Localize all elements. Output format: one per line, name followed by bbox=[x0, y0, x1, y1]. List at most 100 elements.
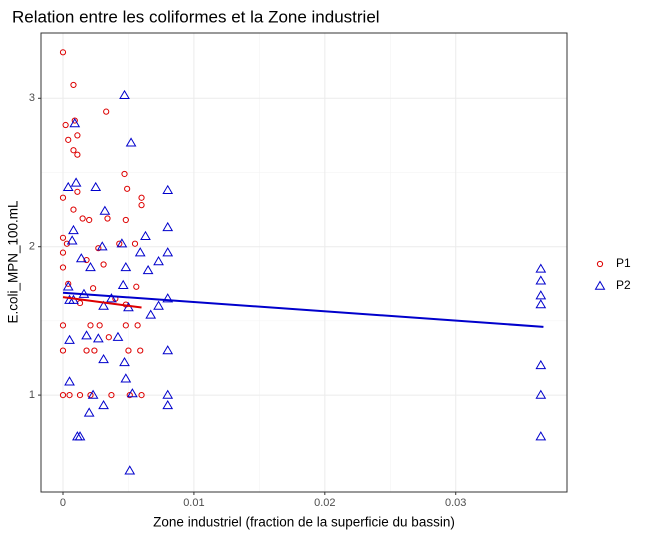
point bbox=[125, 137, 137, 147]
point bbox=[98, 399, 109, 410]
y-tick-label: 3 bbox=[29, 92, 35, 104]
point bbox=[108, 391, 115, 399]
point bbox=[90, 285, 97, 292]
point bbox=[103, 108, 110, 115]
point bbox=[96, 322, 103, 329]
point bbox=[104, 215, 111, 222]
point bbox=[59, 347, 67, 354]
point bbox=[59, 322, 67, 329]
point bbox=[68, 224, 79, 235]
point bbox=[116, 238, 128, 248]
point bbox=[99, 205, 111, 215]
point bbox=[133, 283, 140, 290]
point bbox=[98, 300, 109, 310]
point bbox=[116, 240, 123, 247]
point bbox=[91, 347, 98, 354]
point bbox=[535, 263, 547, 273]
point bbox=[120, 373, 132, 383]
point bbox=[145, 309, 157, 319]
point bbox=[127, 388, 138, 398]
point bbox=[62, 121, 69, 129]
point bbox=[119, 356, 130, 367]
point bbox=[59, 249, 67, 256]
point bbox=[87, 391, 94, 399]
point bbox=[153, 300, 164, 310]
point bbox=[162, 389, 174, 399]
point bbox=[59, 49, 67, 56]
x-tick-label: 0.01 bbox=[183, 497, 204, 509]
x-axis-title: Zone industriel (fraction de la superfic… bbox=[153, 515, 455, 530]
point bbox=[59, 194, 67, 201]
point bbox=[138, 391, 145, 399]
point bbox=[137, 347, 144, 354]
point bbox=[105, 334, 112, 341]
point bbox=[71, 117, 78, 124]
point bbox=[535, 290, 547, 300]
point bbox=[70, 177, 82, 187]
point bbox=[59, 264, 67, 271]
point bbox=[87, 322, 94, 329]
x-tick-label: 0.03 bbox=[445, 497, 466, 509]
point bbox=[140, 230, 151, 241]
legend-label: P1 bbox=[616, 256, 631, 270]
point bbox=[92, 333, 104, 343]
trend-line bbox=[62, 291, 544, 328]
point bbox=[122, 322, 129, 329]
point bbox=[59, 391, 67, 399]
point bbox=[112, 331, 124, 341]
point bbox=[74, 151, 81, 158]
point bbox=[79, 215, 86, 222]
point bbox=[100, 261, 107, 268]
point bbox=[70, 147, 77, 154]
legend-label: P2 bbox=[616, 278, 631, 292]
x-tick-label: 0.02 bbox=[314, 497, 335, 509]
point bbox=[98, 353, 109, 364]
point bbox=[131, 240, 139, 247]
y-axis-title: E.coli_MPN_100.mL bbox=[6, 200, 21, 324]
point bbox=[122, 216, 129, 224]
point bbox=[117, 279, 129, 289]
point bbox=[126, 391, 133, 399]
point bbox=[96, 241, 108, 251]
legend-key bbox=[594, 280, 606, 290]
point bbox=[535, 431, 547, 441]
point bbox=[535, 359, 547, 370]
point bbox=[74, 188, 81, 195]
point bbox=[121, 170, 128, 178]
point bbox=[124, 185, 131, 192]
point bbox=[59, 234, 67, 241]
point bbox=[62, 181, 74, 192]
point bbox=[64, 334, 75, 344]
point bbox=[83, 347, 90, 354]
x-tick-label: 0 bbox=[60, 497, 66, 509]
point bbox=[70, 81, 77, 89]
point bbox=[64, 376, 75, 386]
point bbox=[69, 118, 81, 128]
point bbox=[162, 184, 174, 195]
point bbox=[87, 389, 99, 399]
point bbox=[119, 89, 130, 100]
point bbox=[75, 253, 87, 263]
point bbox=[134, 247, 146, 257]
panel-border bbox=[40, 32, 568, 493]
trend-line bbox=[62, 296, 142, 309]
point bbox=[124, 465, 136, 475]
y-tick-label: 1 bbox=[29, 389, 35, 401]
point bbox=[83, 407, 95, 417]
point bbox=[76, 391, 84, 399]
point bbox=[138, 202, 145, 209]
point bbox=[70, 206, 77, 213]
point bbox=[85, 261, 96, 272]
point bbox=[535, 299, 547, 309]
point bbox=[62, 281, 74, 291]
point bbox=[66, 235, 78, 245]
point bbox=[162, 399, 174, 410]
point bbox=[106, 293, 117, 303]
legend-key bbox=[596, 260, 604, 268]
point bbox=[134, 322, 141, 329]
point bbox=[120, 261, 132, 272]
y-tick-label: 2 bbox=[29, 241, 35, 253]
point bbox=[535, 275, 547, 285]
point bbox=[81, 330, 92, 340]
